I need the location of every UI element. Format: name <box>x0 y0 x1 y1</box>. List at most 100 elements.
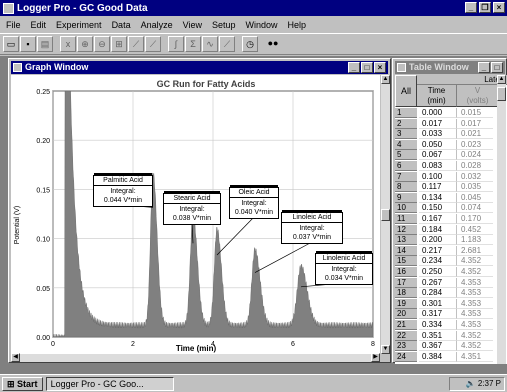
column-header-voltage[interactable]: V (volts) <box>457 85 499 107</box>
open-icon[interactable]: ▭ <box>3 36 19 52</box>
table-row[interactable]: 22 0.351 4.352 <box>395 330 507 341</box>
row-number: 1 <box>395 108 417 118</box>
data-table[interactable]: All Latest Time (min) V (volts) 1 0.000 0.… <box>395 75 507 364</box>
table-row[interactable]: 9 0.134 0.045 <box>395 192 507 203</box>
graph-horizontal-scrollbar[interactable]: ◀ ▶ <box>11 353 380 362</box>
peak-annotation[interactable]: Linolenic Acid Integral: 0.034 V*min <box>315 251 373 285</box>
scroll-up-icon[interactable]: ▲ <box>381 75 390 84</box>
save-icon[interactable]: ▪ <box>20 36 36 52</box>
y-tick-label: 0.10 <box>36 237 50 244</box>
start-button[interactable]: ⊞ Start <box>2 376 43 391</box>
print-icon[interactable]: ▤ <box>37 36 53 52</box>
table-row[interactable]: 2 0.017 0.017 <box>395 118 507 129</box>
app-titlebar[interactable]: Logger Pro - GC Good Data _ ❐ × <box>0 0 507 16</box>
menu-experiment[interactable]: Experiment <box>56 20 102 30</box>
graph-maximize-icon[interactable]: □ <box>361 62 373 73</box>
speaker-icon[interactable]: 🔈 <box>465 379 478 388</box>
peak-annotation[interactable]: Palmitic Acid Integral: 0.044 V*min <box>93 173 153 207</box>
stats-icon[interactable]: Σ <box>185 36 201 52</box>
window-menu-icon[interactable] <box>13 63 22 72</box>
table-row[interactable]: 4 0.050 0.023 <box>395 139 507 150</box>
table-window[interactable]: Table Window _ □ All Latest Time (min) V… <box>392 58 507 364</box>
table-row[interactable]: 7 0.100 0.032 <box>395 171 507 182</box>
menu-window[interactable]: Window <box>245 20 278 30</box>
chart-title: GC Run for Fatty Acids <box>157 79 256 89</box>
table-minimize-icon[interactable]: _ <box>478 62 490 73</box>
graph-vertical-scrollbar[interactable]: ▲ ▼ <box>381 75 390 354</box>
select-all-button[interactable]: All <box>395 75 417 107</box>
table-row[interactable]: 8 0.117 0.035 <box>395 182 507 193</box>
autoscale-icon[interactable]: ⊞ <box>111 36 127 52</box>
menu-analyze[interactable]: Analyze <box>140 20 173 30</box>
stopwatch-icon[interactable]: ◷ <box>242 36 258 52</box>
row-number: 19 <box>395 298 417 309</box>
menu-setup[interactable]: Setup <box>211 20 236 30</box>
table-scroll-thumb[interactable] <box>497 87 506 101</box>
curve-fit-icon[interactable]: ∿ <box>202 36 218 52</box>
column-header-time[interactable]: Time (min) <box>417 85 457 107</box>
close-icon[interactable]: × <box>493 2 505 13</box>
table-row[interactable]: 23 0.367 4.352 <box>395 341 507 352</box>
peak-annotation[interactable]: Linoleic Acid Integral: 0.037 V*min <box>281 210 343 244</box>
tangent-icon[interactable]: ⟋ <box>128 36 144 52</box>
table-row[interactable]: 6 0.083 0.028 <box>395 161 507 171</box>
integrate-icon[interactable]: ∫ <box>168 36 184 52</box>
zoom-out-icon[interactable]: ⊖ <box>94 36 110 52</box>
menu-edit[interactable]: Edit <box>30 20 47 30</box>
table-row[interactable]: 3 0.033 0.021 <box>395 129 507 140</box>
voltage-cell: 0.032 <box>457 172 493 182</box>
menu-help[interactable]: Help <box>287 20 307 30</box>
plot-icon[interactable]: ⟋ <box>219 36 235 52</box>
table-window-titlebar[interactable]: Table Window _ □ <box>395 61 505 74</box>
column-voltage-name: V <box>474 86 481 95</box>
table-maximize-icon[interactable]: □ <box>491 62 503 73</box>
table-row[interactable]: 15 0.234 4.352 <box>395 256 507 267</box>
table-vertical-scrollbar[interactable]: ▲ <box>497 75 506 364</box>
peak-annotation[interactable]: Oleic Acid Integral: 0.040 V*min <box>229 185 279 219</box>
plot-area[interactable]: GC Run for Fatty Acids Time (min) Potent… <box>11 75 380 354</box>
table-row[interactable]: 14 0.217 2.681 <box>395 245 507 256</box>
zoom-in-icon[interactable]: ⊕ <box>77 36 93 52</box>
graph-window-title: Graph Window <box>25 62 89 72</box>
scroll-right-icon[interactable]: ▶ <box>371 353 380 362</box>
scroll-left-icon[interactable]: ◀ <box>11 353 20 362</box>
table-row[interactable]: 24 0.384 4.351 <box>395 351 507 362</box>
table-row[interactable]: 18 0.284 4.353 <box>395 288 507 299</box>
taskbar-item-logger-pro[interactable]: Logger Pro - GC Goo... <box>45 376 174 391</box>
scroll-thumb[interactable] <box>381 209 390 221</box>
table-row[interactable]: 19 0.301 4.353 <box>395 298 507 309</box>
table-row[interactable]: 20 0.317 4.353 <box>395 309 507 320</box>
time-cell: 0.200 <box>419 235 457 246</box>
menu-file[interactable]: File <box>6 20 21 30</box>
table-row[interactable]: 12 0.184 0.452 <box>395 224 507 235</box>
table-row[interactable]: 5 0.067 0.024 <box>395 150 507 161</box>
peak-annotation[interactable]: Stearic Acid Integral: 0.038 V*min <box>163 191 221 225</box>
graph-window[interactable]: Graph Window _ □ × GC Run for Fatty Acid… <box>8 58 391 363</box>
y-tick-label: 0.00 <box>36 335 50 342</box>
table-row[interactable]: 10 0.150 0.074 <box>395 203 507 214</box>
graph-window-titlebar[interactable]: Graph Window _ □ × <box>11 61 388 74</box>
table-scroll-up-icon[interactable]: ▲ <box>497 75 506 84</box>
examine-icon[interactable]: x <box>60 36 76 52</box>
menu-data[interactable]: Data <box>111 20 131 30</box>
table-window-menu-icon[interactable] <box>397 63 406 72</box>
table-row[interactable]: 13 0.200 1.183 <box>395 235 507 246</box>
minimize-icon[interactable]: _ <box>465 2 477 13</box>
video-icon[interactable]: ●● <box>265 36 281 52</box>
restore-icon[interactable]: ❐ <box>479 2 491 13</box>
integral-value: Integral: 0.037 V*min <box>292 225 332 241</box>
voltage-cell: 4.353 <box>457 320 493 330</box>
row-number: 12 <box>395 224 417 235</box>
table-row[interactable]: 17 0.267 4.353 <box>395 277 507 288</box>
scroll-down-icon[interactable]: ▼ <box>381 345 390 354</box>
table-row[interactable]: 21 0.334 4.353 <box>395 320 507 330</box>
graph-minimize-icon[interactable]: _ <box>348 62 360 73</box>
fit-icon[interactable]: ⟋ <box>145 36 161 52</box>
table-row[interactable]: 16 0.250 4.352 <box>395 267 507 277</box>
row-number: 3 <box>395 129 417 140</box>
table-row[interactable]: 11 0.167 0.170 <box>395 214 507 224</box>
menu-view[interactable]: View <box>182 20 202 30</box>
table-row[interactable]: 1 0.000 0.015 <box>395 108 507 118</box>
graph-close-icon[interactable]: × <box>374 62 386 73</box>
voltage-cell: 0.045 <box>457 193 493 203</box>
